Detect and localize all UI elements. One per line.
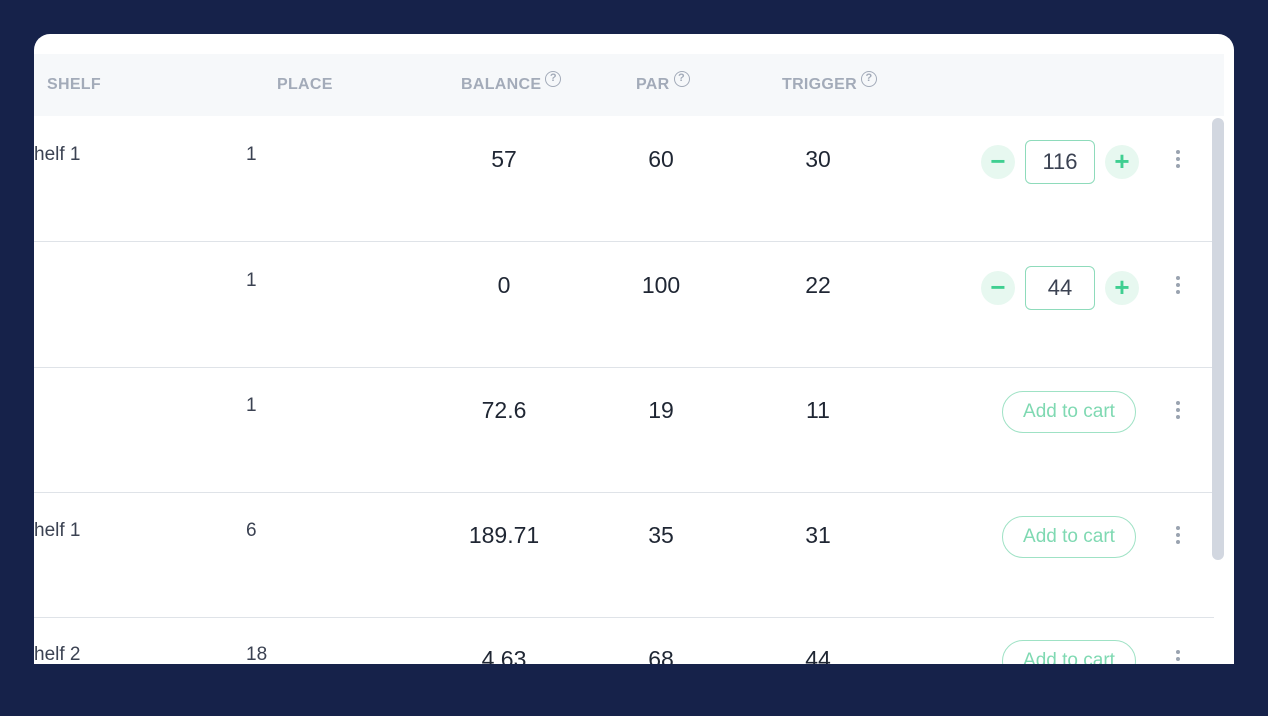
shelf-cell: helf 1 (34, 520, 81, 541)
column-header-shelf[interactable]: SHELF (47, 76, 101, 93)
trigger-cell: 31 (805, 522, 831, 548)
place-cell: 1 (246, 395, 257, 416)
quantity-stepper: − + (981, 140, 1139, 184)
balance-cell: 0 (497, 272, 511, 298)
par-cell: 60 (648, 146, 674, 172)
column-header-par[interactable]: PAR ? (636, 71, 690, 94)
table-row: 1 0 100 22 − + (34, 242, 1214, 368)
balance-cell: 4.63 (481, 646, 527, 664)
more-options-icon[interactable] (1174, 150, 1182, 172)
table-row: helf 1 1 57 60 30 − + (34, 116, 1214, 242)
par-cell: 35 (648, 522, 674, 548)
place-cell: 1 (246, 144, 257, 165)
column-header-trigger[interactable]: TRIGGER ? (782, 71, 877, 94)
more-options-icon[interactable] (1174, 650, 1182, 664)
trigger-cell: 44 (805, 646, 831, 664)
place-cell: 6 (246, 520, 257, 541)
trigger-cell: 22 (805, 272, 831, 298)
trigger-cell: 30 (805, 146, 831, 172)
shelf-cell: helf 1 (34, 144, 81, 165)
increment-button[interactable]: + (1105, 271, 1139, 305)
help-icon[interactable]: ? (861, 71, 877, 87)
place-cell: 1 (246, 270, 257, 291)
help-icon[interactable]: ? (673, 71, 690, 87)
par-cell: 68 (648, 646, 674, 664)
increment-button[interactable]: + (1105, 145, 1139, 179)
par-cell: 19 (648, 397, 674, 423)
help-icon[interactable]: ? (545, 71, 562, 87)
column-header-balance[interactable]: BALANCE ? (461, 71, 562, 94)
quantity-input[interactable] (1025, 140, 1095, 184)
decrement-button[interactable]: − (981, 145, 1015, 179)
add-to-cart-button[interactable]: Add to cart (1002, 516, 1136, 558)
balance-cell: 189.71 (468, 522, 540, 548)
quantity-input[interactable] (1025, 266, 1095, 310)
par-cell: 100 (641, 272, 681, 298)
table-row: helf 2 18 4.63 68 44 Add to cart (34, 618, 1214, 664)
add-to-cart-button[interactable]: Add to cart (1002, 640, 1136, 664)
trigger-cell: 11 (806, 397, 830, 423)
more-options-icon[interactable] (1174, 401, 1182, 423)
table-row: 1 72.6 19 11 Add to cart (34, 367, 1214, 493)
column-header-place[interactable]: PLACE (277, 76, 333, 93)
table-row: helf 1 6 189.71 35 31 Add to cart (34, 492, 1214, 618)
vertical-scrollbar[interactable] (1212, 118, 1224, 560)
place-cell: 18 (246, 644, 268, 664)
quantity-stepper: − + (981, 266, 1139, 310)
inventory-table-card: SHELF PLACE BALANCE ? PAR ? TRIGGER ? he… (34, 34, 1234, 664)
table-header: SHELF PLACE BALANCE ? PAR ? TRIGGER ? (34, 54, 1224, 116)
more-options-icon[interactable] (1174, 276, 1182, 298)
shelf-cell: helf 2 (34, 644, 81, 664)
balance-cell: 72.6 (481, 397, 527, 423)
balance-cell: 57 (491, 146, 517, 172)
more-options-icon[interactable] (1174, 526, 1182, 548)
add-to-cart-button[interactable]: Add to cart (1002, 391, 1136, 433)
decrement-button[interactable]: − (981, 271, 1015, 305)
